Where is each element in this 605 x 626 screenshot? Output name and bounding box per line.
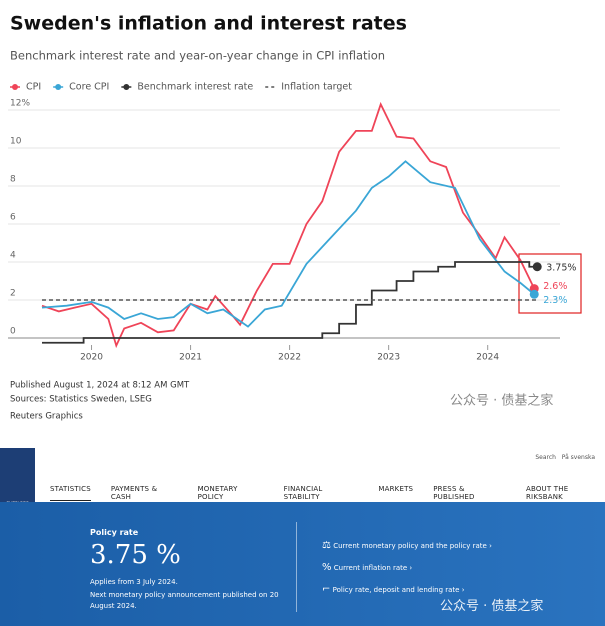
x-tick-label: 2021	[179, 353, 202, 363]
y-tick-label: 10	[10, 137, 22, 147]
nav-item[interactable]: MONETARY POLICY	[197, 485, 238, 501]
y-tick-label: 0	[10, 327, 16, 337]
nav-item[interactable]: MARKETS	[378, 485, 414, 493]
credit: Reuters Graphics	[10, 412, 83, 422]
website: SVERIGES RIKSBANK Search På svenska STAT…	[0, 445, 605, 626]
y-tick-label: 6	[10, 213, 16, 223]
policy-rate: 3.75 %	[90, 540, 181, 570]
nav-item[interactable]: STATISTICS	[50, 485, 91, 501]
legend-dot	[123, 84, 130, 90]
nav-item[interactable]: FINANCIAL STABILITY	[283, 485, 323, 501]
link[interactable]: % Current inflation rate ›	[322, 562, 413, 573]
series-line	[41, 160, 535, 328]
legend-label: Benchmark interest rate	[137, 82, 253, 93]
divider	[296, 522, 297, 612]
language[interactable]: På svenska	[561, 454, 595, 461]
link[interactable]: ⚖ Current monetary policy and the policy…	[322, 540, 492, 551]
watermark: 公众号 · 债基之家	[440, 599, 544, 614]
next-announcement: Next monetary policy announcement publis…	[90, 591, 279, 610]
link[interactable]: ⌐ Policy rate, deposit and lending rate …	[322, 584, 465, 595]
watermark: 公众号 · 债基之家	[450, 393, 553, 409]
legend-label: Inflation target	[281, 82, 352, 93]
top-links: Search På svenska	[535, 454, 595, 461]
y-tick-label: 4	[10, 251, 16, 261]
policy-band: Policy rate 3.75 % Applies from 3 July 2…	[0, 502, 605, 626]
end-marker	[529, 289, 539, 299]
legend-label: Core CPI	[69, 82, 109, 93]
y-tick-label: 12%	[10, 99, 30, 109]
nav: STATISTICS PAYMENTS & CASH MONETARY POLI…	[50, 485, 605, 501]
chart: Sweden's inflation and interest rates Be…	[8, 13, 582, 422]
x-tick-label: 2023	[377, 353, 400, 363]
x-tick-label: 2024	[476, 353, 499, 363]
published: Published August 1, 2024 at 8:12 AM GMT	[10, 381, 190, 391]
end-label: 2.6%	[543, 281, 567, 292]
applies: Applies from 3 July 2024.	[90, 578, 178, 586]
end-label: 2.3%	[543, 295, 567, 306]
series-line	[41, 101, 536, 349]
y-tick-label: 8	[10, 175, 16, 185]
end-marker	[532, 262, 542, 272]
nav-item[interactable]: PAYMENTS & CASH	[110, 485, 158, 501]
chart-title: Sweden's inflation and interest rates	[10, 13, 407, 35]
x-tick-label: 2022	[278, 353, 301, 363]
legend-dot	[12, 84, 18, 90]
end-label: 3.75%	[546, 262, 576, 273]
policy-heading: Policy rate	[90, 528, 139, 537]
y-tick-label: 2	[10, 289, 16, 299]
legend-dot	[55, 84, 62, 90]
x-tick-label: 2020	[80, 353, 103, 363]
search[interactable]: Search	[535, 454, 556, 461]
highlight-box	[518, 253, 582, 314]
chart-subtitle: Benchmark interest rate and year-on-year…	[10, 49, 385, 63]
series-line	[42, 261, 538, 344]
nav-item[interactable]: PRESS & PUBLISHED	[433, 485, 475, 501]
nav-item[interactable]: ABOUT THE RIKSBANK	[525, 485, 569, 501]
sources: Sources: Statistics Sweden, LSEG	[10, 395, 152, 405]
legend-label: CPI	[26, 82, 41, 93]
